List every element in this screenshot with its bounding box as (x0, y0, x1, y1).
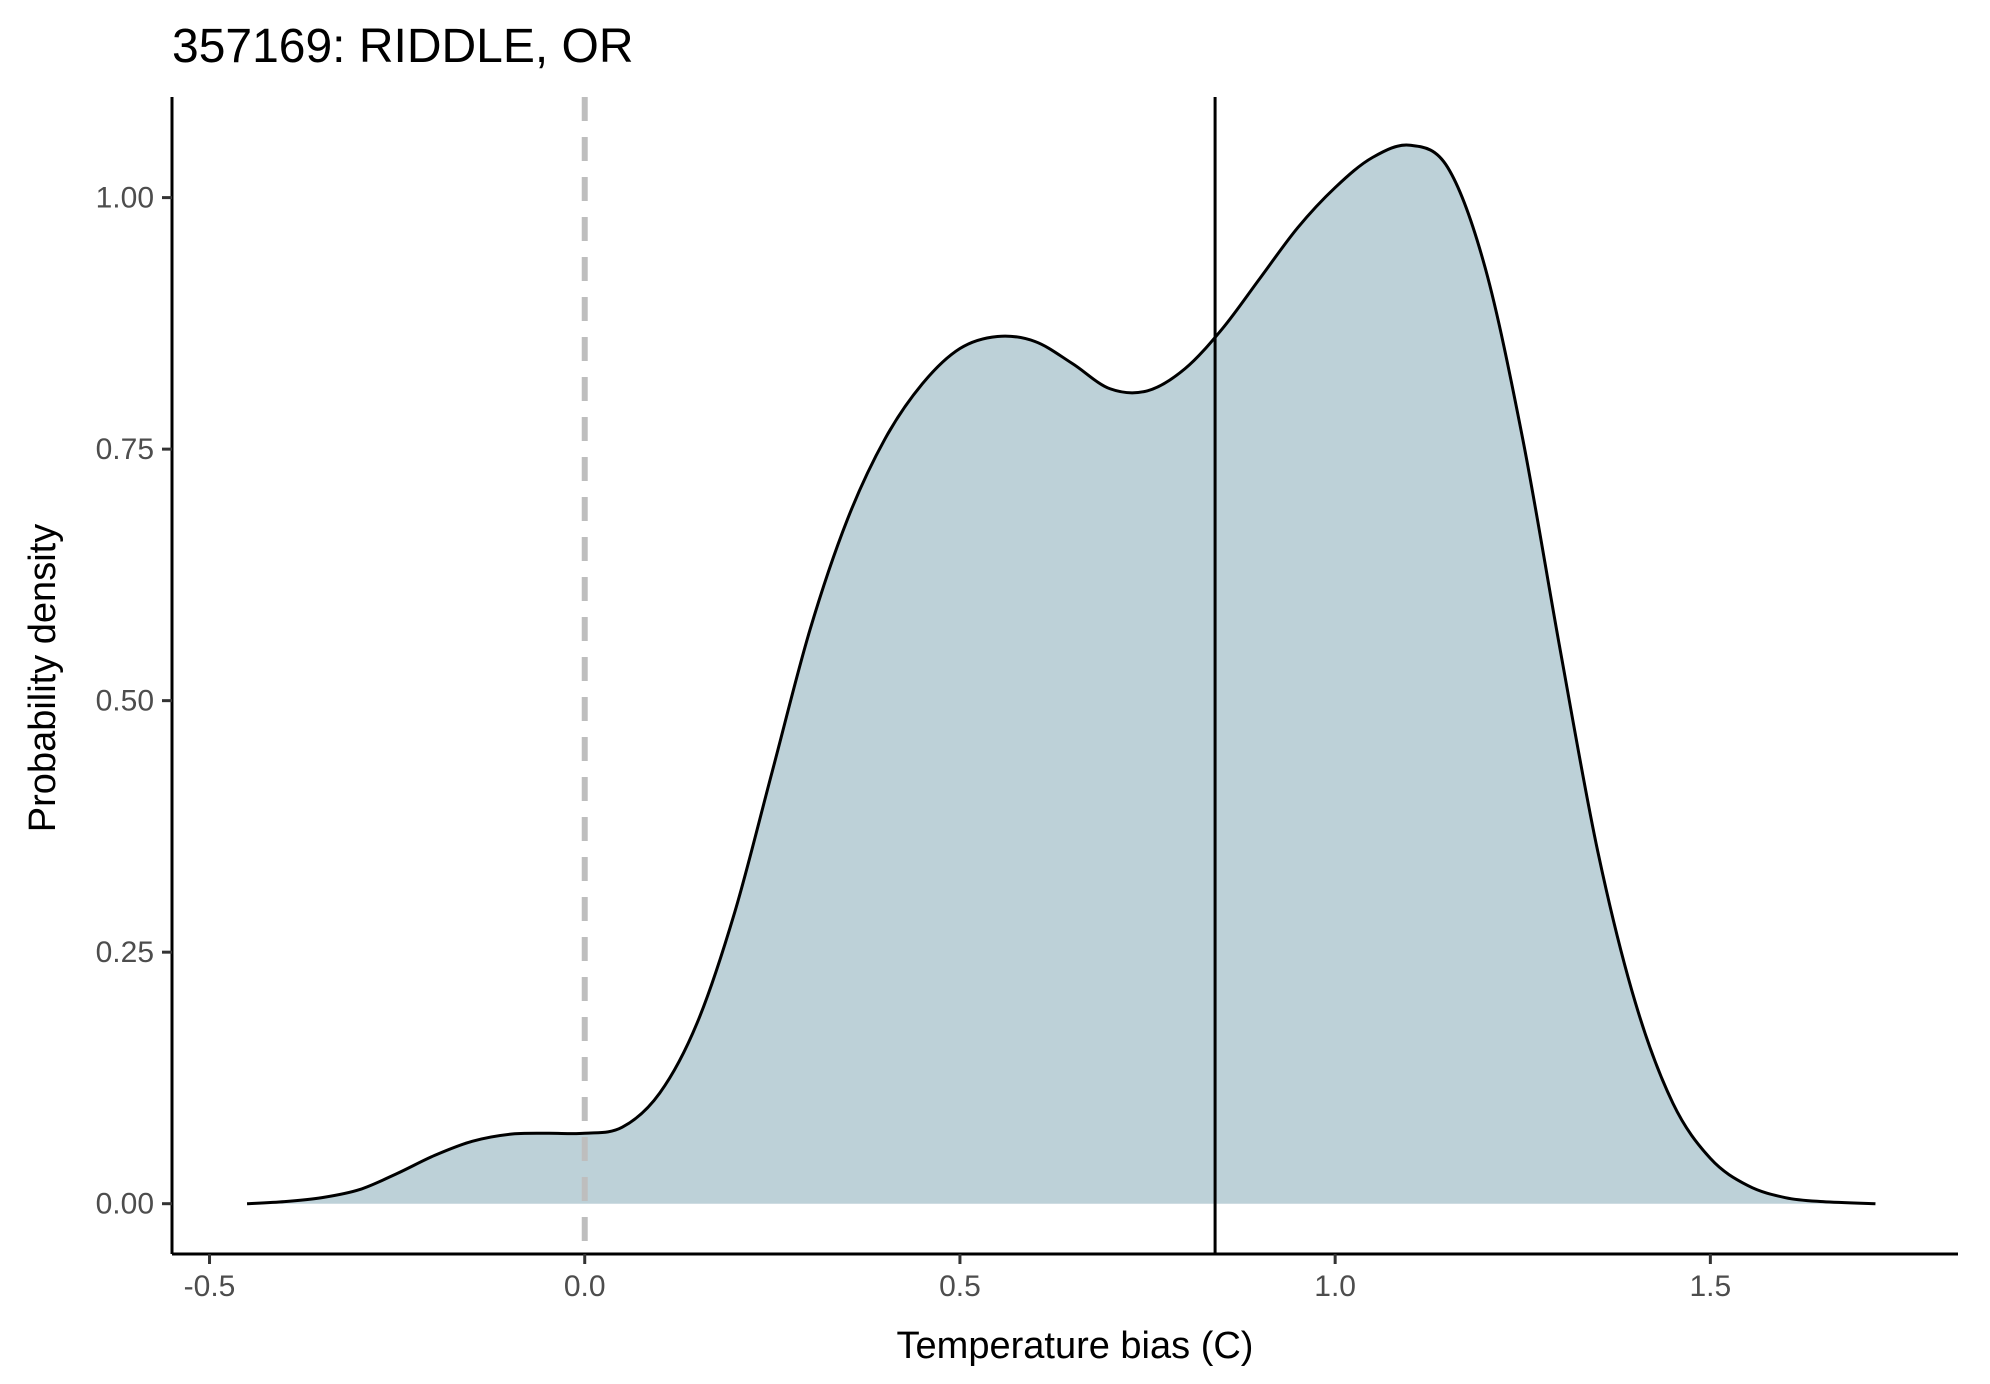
x-axis-title: Temperature bias (C) (897, 1325, 1254, 1367)
y-tick-label: 0.00 (96, 1188, 154, 1221)
y-tick-label: 0.50 (96, 685, 154, 718)
x-tick-label: -0.5 (184, 1270, 236, 1303)
y-axis-title: Probability density (22, 524, 64, 832)
plot-area (246, 97, 1876, 1254)
x-tick-label: 1.5 (1690, 1270, 1732, 1303)
x-tick-label: 0.5 (939, 1270, 981, 1303)
y-tick-label: 0.75 (96, 433, 154, 466)
y-axis: 0.00 0.25 0.50 0.75 1.00 (96, 97, 174, 1254)
density-curve (246, 143, 1876, 1206)
x-tick-label: 1.0 (1314, 1270, 1356, 1303)
x-axis: -0.5 0.0 0.5 1.0 1.5 (172, 1252, 1958, 1303)
chart-title: 357169: RIDDLE, OR (172, 20, 634, 73)
x-tick-label: 0.0 (564, 1270, 606, 1303)
y-tick-label: 1.00 (96, 182, 154, 215)
density-area (247, 145, 1876, 1204)
y-tick-label: 0.25 (96, 936, 154, 969)
